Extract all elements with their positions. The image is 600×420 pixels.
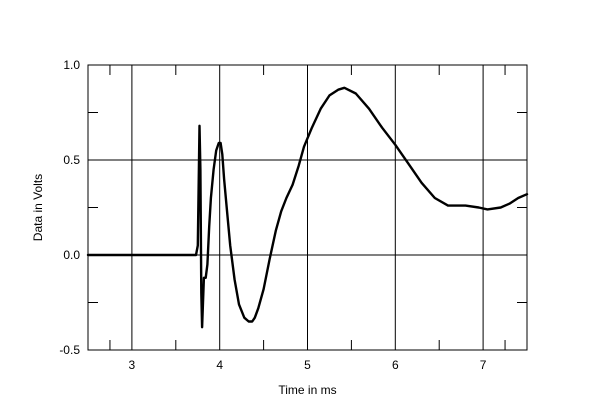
x-tick-label-3: 6 [392,358,399,372]
y-axis-title: Data in Volts [31,174,45,241]
axis-ticks [88,65,527,350]
series [86,86,529,329]
x-tick-label-2: 5 [304,358,311,372]
grid [88,64,527,351]
y-tick-label-0: 1.0 [63,58,80,72]
plot-frame [87,64,528,351]
y-tick-label-1: 0.5 [63,153,80,167]
x-tick-label-0: 3 [129,358,136,372]
series-line-0 [86,86,529,329]
tick-labels: 3 4 5 6 7 1.0 0.5 0.0 -0.5 [59,58,486,372]
x-tick-label-1: 4 [216,358,223,372]
x-tick-label-4: 7 [480,358,487,372]
x-axis-title: Time in ms [278,383,336,397]
y-tick-label-2: 0.0 [63,248,80,262]
y-tick-label-3: -0.5 [59,343,80,357]
